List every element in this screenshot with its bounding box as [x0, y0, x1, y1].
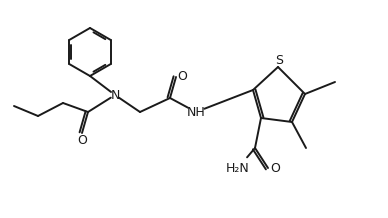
Text: O: O [77, 135, 87, 148]
Text: NH: NH [187, 106, 205, 119]
Text: S: S [275, 53, 283, 66]
Text: N: N [110, 89, 120, 102]
Text: O: O [270, 162, 280, 175]
Text: H₂N: H₂N [226, 162, 250, 175]
Text: O: O [177, 70, 187, 82]
